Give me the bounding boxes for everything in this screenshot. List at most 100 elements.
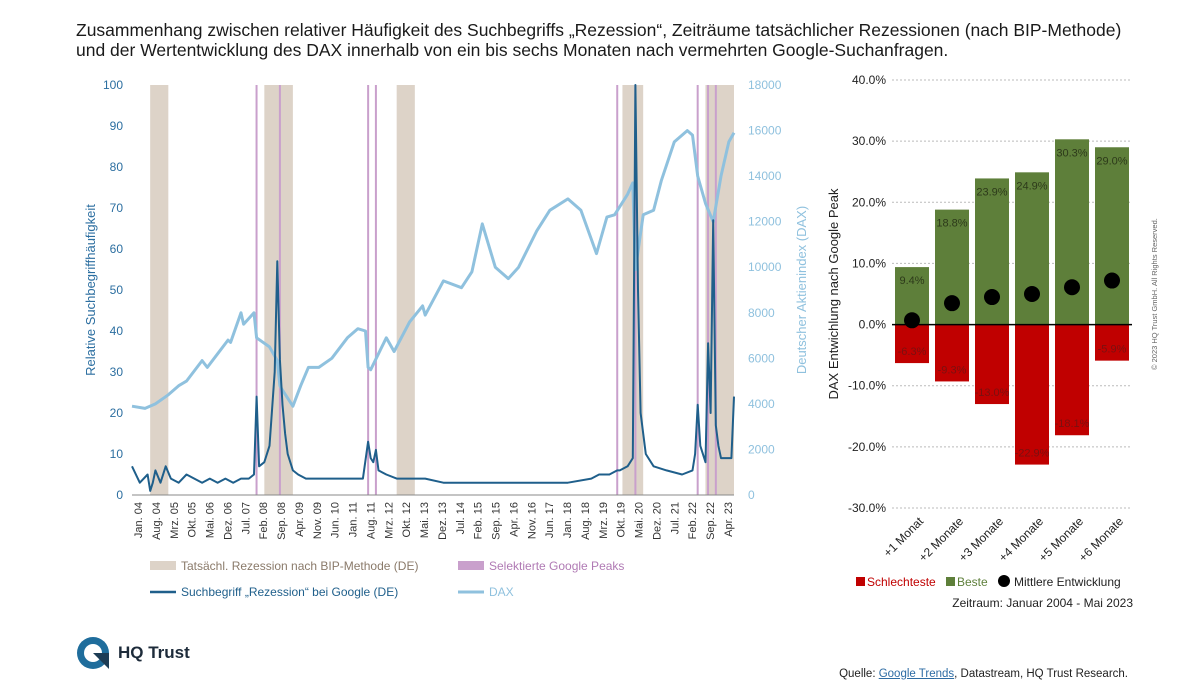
legend-label-recession: Tatsächl. Rezession nach BIP-Methode (DE… — [181, 559, 418, 573]
bar-worst-label-4: -22.9% — [1015, 448, 1050, 460]
bar-y-tick-40.0%: 40.0% — [852, 73, 886, 87]
legend-label-search: Suchbegriff „Rezession“ bei Google (DE) — [181, 585, 398, 599]
x-tick-label: Okt. 19 — [616, 502, 628, 537]
y-right-tick-12000: 12000 — [748, 215, 782, 229]
x-tick-label: Aug. 11 — [365, 502, 377, 539]
legend-label-peaks: Selektierte Google Peaks — [489, 559, 624, 573]
source-note: Quelle: Google Trends, Datastream, HQ Tr… — [839, 668, 1128, 680]
chart-title: Zusammenhang zwischen relativer Häufigke… — [76, 20, 1156, 60]
x-tick-label: Sep. 15 — [491, 502, 503, 540]
bar-best-5 — [1055, 139, 1089, 325]
x-tick-label: Apr. 16 — [508, 502, 520, 537]
x-tick-label: Sep. 22 — [705, 502, 717, 540]
x-tick-label: Jul. 14 — [455, 502, 467, 534]
source-link-google-trends[interactable]: Google Trends — [878, 668, 955, 680]
x-tick-label: Feb. 08 — [258, 502, 270, 539]
dax-line — [131, 129, 736, 410]
x-tick-label: Okt. 12 — [401, 502, 413, 537]
bar-best-label-6: 29.0% — [1096, 155, 1127, 167]
legend-label-mean: Mittlere Entwicklung — [1014, 575, 1121, 589]
y-right-tick-4000: 4000 — [748, 397, 775, 411]
bar-best-label-5: 30.3% — [1056, 147, 1087, 159]
x-tick-label: Jul. 07 — [240, 502, 252, 534]
legend-swatch-best — [946, 577, 955, 586]
x-tick-label: Nov. 09 — [312, 502, 324, 539]
y-right-axis-title: Deutscher Aktienindex (DAX) — [794, 206, 809, 374]
bar-best-label-3: 23.9% — [976, 186, 1007, 198]
y-left-tick-90: 90 — [110, 119, 124, 133]
y-right-tick-6000: 6000 — [748, 351, 775, 365]
bar-worst-label-5: -18.1% — [1055, 418, 1090, 430]
y-right-tick-10000: 10000 — [748, 260, 782, 274]
bar-y-tick--30.0%: -30.0% — [848, 501, 886, 515]
bar-worst-4 — [1015, 324, 1049, 465]
y-left-tick-20: 20 — [110, 406, 124, 420]
copyright-text: © 2023 HQ Trust GmbH. All Rights Reserve… — [1150, 218, 1159, 370]
mean-dot-3 — [984, 289, 1000, 306]
x-tick-label: Jun. 10 — [330, 502, 342, 538]
bar-worst-5 — [1055, 324, 1089, 436]
hq-trust-logo: HQ Trust — [76, 636, 190, 670]
bar-best-label-1: 9.4% — [899, 275, 924, 287]
y-right-tick-18000: 18000 — [748, 78, 782, 92]
x-tick-label: Jun. 17 — [544, 502, 556, 538]
bar-y-tick-10.0%: 10.0% — [852, 256, 886, 270]
source-rest: , Datastream, HQ Trust Research. — [954, 668, 1128, 680]
x-tick-label: Dez. 06 — [222, 502, 234, 540]
x-tick-label: Aug. 04 — [151, 502, 163, 540]
bar-worst-label-2: -9.3% — [938, 364, 967, 376]
y-right-tick-16000: 16000 — [748, 124, 782, 138]
mean-dot-4 — [1024, 286, 1040, 302]
logo-text: HQ Trust — [118, 643, 190, 662]
bar-worst-label-1: -6.3% — [898, 346, 927, 358]
legend-swatch-peaks — [458, 561, 484, 570]
mean-dot-5 — [1064, 279, 1080, 296]
bar-y-tick--10.0%: -10.0% — [848, 379, 886, 393]
y-right-tick-0: 0 — [748, 488, 755, 502]
y-right-tick-8000: 8000 — [748, 306, 775, 320]
recession-band-3 — [396, 85, 415, 495]
chart-title-line-2: und der Wertentwicklung des DAX innerhal… — [76, 40, 949, 60]
x-tick-label: Mai. 20 — [634, 502, 646, 538]
y-left-tick-70: 70 — [110, 201, 124, 215]
bar-worst-label-3: -13.0% — [975, 387, 1010, 399]
x-tick-label: Dez. 20 — [651, 502, 663, 540]
bar-y-tick--20.0%: -20.0% — [848, 440, 886, 454]
x-tick-label: Nov. 16 — [526, 502, 538, 539]
x-tick-label: Feb. 15 — [473, 502, 485, 539]
source-prefix: Quelle: — [839, 668, 879, 680]
x-tick-label: Apr. 09 — [294, 502, 306, 537]
y-left-tick-80: 80 — [110, 160, 124, 174]
bar-worst-6 — [1095, 324, 1129, 361]
recession-band-5 — [705, 85, 734, 495]
y-left-tick-0: 0 — [116, 488, 123, 502]
bar-worst-3 — [975, 324, 1009, 405]
y-left-tick-100: 100 — [103, 78, 123, 92]
y-right-tick-14000: 14000 — [748, 169, 782, 183]
bar-worst-1 — [895, 324, 929, 364]
legend-label-best: Beste — [957, 575, 988, 589]
x-tick-label: Mrz. 19 — [598, 502, 610, 539]
y-left-axis-title: Relative Suchbegriffhäufigkeit — [83, 204, 98, 376]
mean-dot-2 — [944, 295, 960, 312]
x-tick-label: Okt. 05 — [187, 502, 199, 537]
x-tick-label: Jan. 04 — [133, 502, 145, 538]
bar-y-tick-30.0%: 30.0% — [852, 134, 886, 148]
x-tick-label: Jan. 11 — [348, 502, 360, 537]
legend-swatch-mean — [998, 575, 1010, 587]
bar-best-label-4: 24.9% — [1016, 180, 1047, 192]
x-tick-label: Feb. 22 — [687, 502, 699, 539]
bar-y-tick-20.0%: 20.0% — [852, 195, 886, 209]
bar-y-axis-title: DAX Entwichlung nach Google Peak — [826, 188, 841, 400]
logo-icon — [77, 637, 109, 669]
x-tick-label: Jul. 21 — [669, 502, 681, 534]
chart-title-line-1: Zusammenhang zwischen relativer Häufigke… — [76, 20, 1122, 40]
bar-worst-label-6: -5.9% — [1098, 344, 1127, 356]
recession-band-1 — [150, 85, 169, 495]
bar-y-tick-0.0%: 0.0% — [859, 318, 887, 332]
legend-label-worst: Schlechteste — [867, 575, 936, 589]
search-frequency-line — [131, 84, 735, 492]
legend-label-dax: DAX — [489, 585, 514, 599]
x-tick-label: Jan. 18 — [562, 502, 574, 538]
